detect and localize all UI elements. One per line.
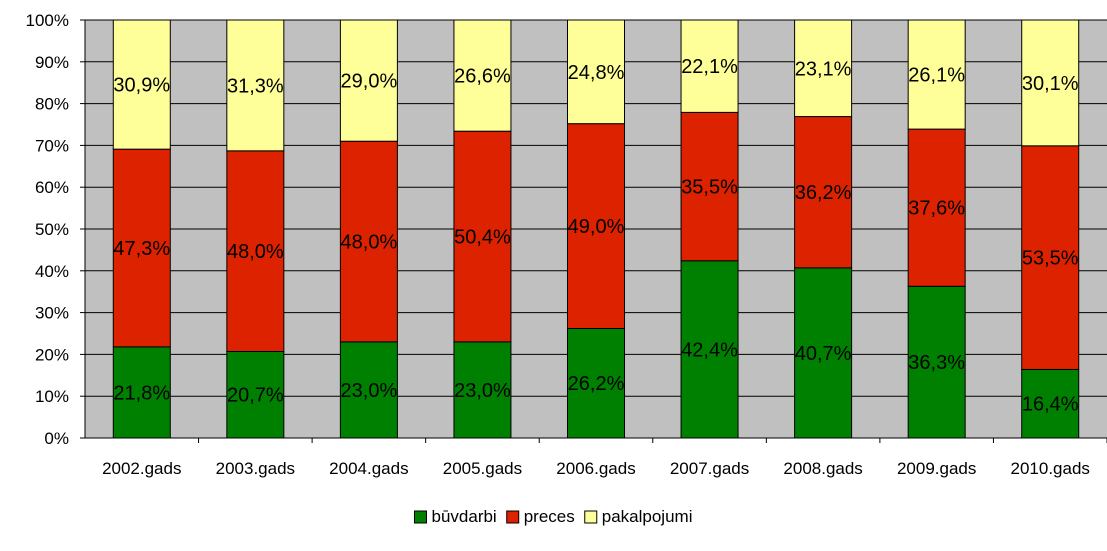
data-label: 40,7% (795, 343, 852, 365)
y-tick-label: 30% (35, 304, 69, 323)
legend-swatch-būvdarbi (414, 510, 428, 524)
y-tick-label: 100% (26, 11, 69, 30)
bar-segment-pakalpojumi (907, 19, 966, 130)
data-label: 48,0% (227, 241, 284, 263)
bar-segment-preces (112, 148, 171, 348)
legend-label-pakalpojumi: pakalpojumi (602, 507, 693, 526)
data-label: 31,3% (227, 75, 284, 97)
data-label: 42,4% (681, 339, 738, 361)
data-label: 35,5% (681, 177, 738, 199)
legend-label-preces: preces (524, 507, 575, 526)
data-label: 26,2% (568, 373, 625, 395)
x-tick-label: 2003.gads (216, 459, 295, 478)
bar-segment-būvdarbi (907, 285, 966, 439)
x-tick-label: 2006.gads (556, 459, 635, 478)
y-tick-label: 90% (35, 53, 69, 72)
bar-segment-pakalpojumi (567, 19, 625, 125)
y-tick-label: 0% (44, 429, 69, 448)
bar-segment-pakalpojumi (339, 19, 398, 142)
bar-segment-pakalpojumi (112, 19, 171, 150)
data-label: 21,8% (113, 382, 170, 404)
y-tick-label: 50% (35, 220, 69, 239)
x-tick-label: 2007.gads (670, 459, 749, 478)
data-label: 26,1% (908, 65, 965, 87)
data-label: 47,3% (113, 238, 170, 260)
y-tick-label: 40% (35, 262, 69, 281)
data-label: 26,6% (454, 66, 511, 88)
data-label: 24,8% (568, 62, 625, 84)
bar-segment-preces (453, 130, 512, 343)
bar-segment-preces (907, 128, 966, 287)
bar-segment-preces (680, 111, 739, 262)
data-label: 48,0% (341, 232, 398, 254)
bar-segment-preces (339, 140, 398, 343)
y-tick-label: 80% (35, 95, 69, 114)
data-label: 50,4% (454, 227, 511, 249)
data-label: 30,9% (113, 75, 170, 97)
data-label: 23,1% (795, 58, 852, 80)
x-tick-label: 2009.gads (897, 459, 976, 478)
legend: būvdarbi preces pakalpojumi (414, 507, 693, 526)
bar-segment-preces (794, 116, 853, 269)
bar-segment-būvdarbi (794, 267, 853, 439)
data-label: 23,0% (454, 380, 511, 402)
bar-segment-būvdarbi (339, 341, 398, 439)
data-label: 16,4% (1022, 394, 1079, 416)
bar-segment-preces (1021, 145, 1080, 370)
bar-segment-pakalpojumi (453, 19, 512, 132)
data-label: 30,1% (1022, 73, 1079, 95)
bar-segment-pakalpojumi (1021, 19, 1080, 147)
bar-segment-pakalpojumi (680, 19, 739, 113)
data-label: 29,0% (341, 71, 398, 93)
data-label: 22,1% (681, 56, 738, 78)
legend-swatch-pakalpojumi (584, 510, 598, 524)
bar-segment-preces (567, 123, 625, 329)
x-tick-label: 2010.gads (1011, 459, 1090, 478)
data-label: 36,2% (795, 182, 852, 204)
bar-segment-būvdarbi (680, 260, 739, 439)
data-label: 53,5% (1022, 248, 1079, 270)
y-tick-label: 10% (35, 387, 69, 406)
bar-segment-pakalpojumi (794, 19, 853, 118)
bar-segment-preces (226, 150, 285, 352)
legend-label-būvdarbi: būvdarbi (432, 507, 497, 526)
data-label: 49,0% (568, 216, 625, 238)
data-label: 36,3% (908, 352, 965, 374)
x-tick-label: 2005.gads (443, 459, 522, 478)
x-tick-label: 2008.gads (783, 459, 862, 478)
legend-swatch-preces (506, 510, 520, 524)
data-label: 20,7% (227, 385, 284, 407)
axes: 0% 10% 20% 30% 40% 50% 60% 70% 80% 90% 100% 2002.ga… (26, 11, 1107, 478)
y-tick-label: 20% (35, 345, 69, 364)
y-tick-label: 60% (35, 178, 69, 197)
y-tick-label: 70% (35, 136, 69, 155)
bar-segment-būvdarbi (1021, 368, 1080, 439)
x-tick-label: 2002.gads (102, 459, 181, 478)
data-label: 23,0% (341, 380, 398, 402)
bar-segment-pakalpojumi (226, 19, 285, 152)
data-label: 37,6% (908, 198, 965, 220)
data-labels: 21,8% 47,3% 30,9% 20,7% 48,0% 31,3% 23,0% 48,0%… (113, 56, 1078, 416)
x-tick-label: 2004.gads (329, 459, 408, 478)
bars (112, 19, 1080, 439)
bar-segment-būvdarbi (453, 341, 512, 439)
